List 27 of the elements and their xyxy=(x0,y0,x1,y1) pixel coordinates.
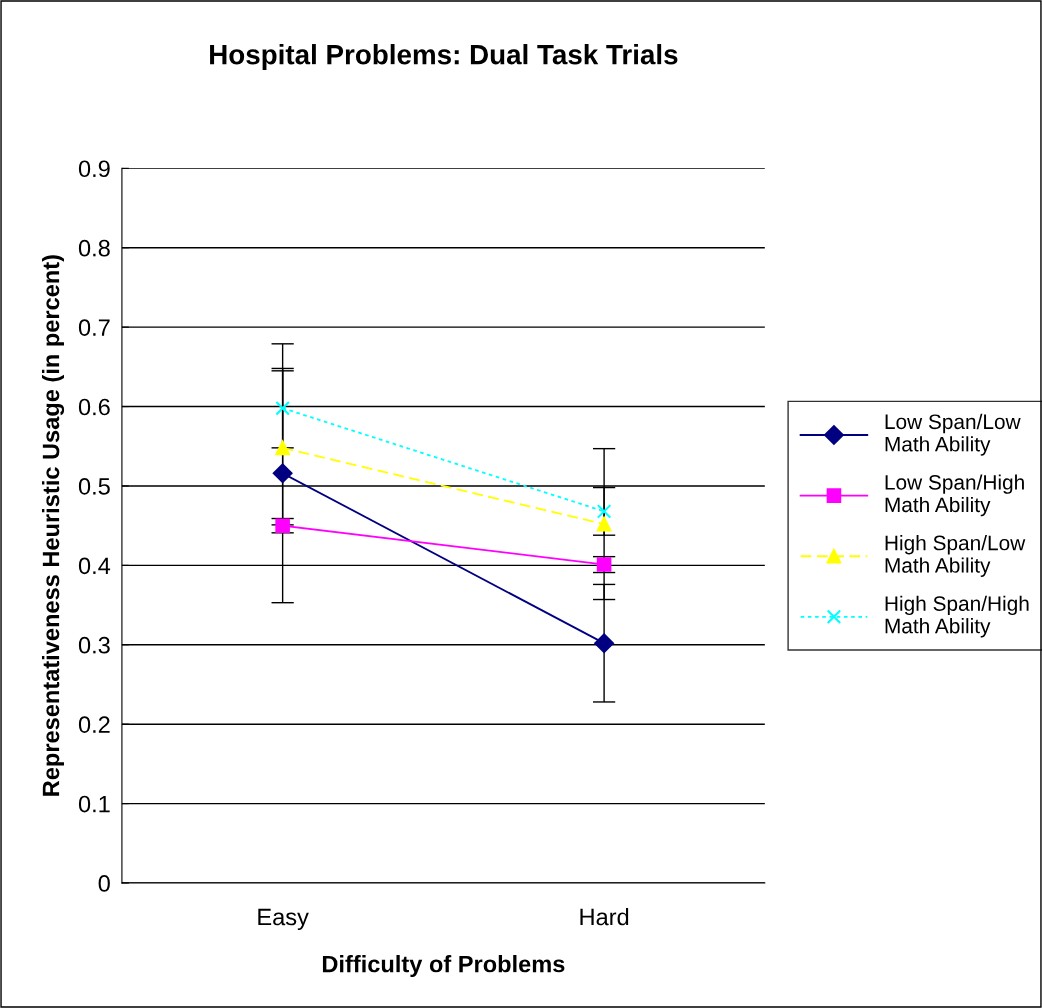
y-axis-title: Representativeness Heuristic Usage (in percent) xyxy=(41,255,65,796)
chart-title: Hospital Problems: Dual Task Trials xyxy=(210,44,678,70)
y-tick-label: 0.8 xyxy=(78,239,110,257)
y-tick-label: 0.2 xyxy=(78,716,110,733)
legend-label: High Span/Low Math Ability xyxy=(885,535,1026,577)
x-axis-title: Difficulty of Problems xyxy=(322,955,565,978)
legend-label: Low Span/Low Math Ability xyxy=(885,413,1021,456)
point xyxy=(275,400,290,416)
y-tick-label: 0.7 xyxy=(78,319,110,336)
x-tick-label: Hard xyxy=(580,908,629,926)
point xyxy=(596,557,612,572)
y-tick-label: 0.4 xyxy=(78,557,111,575)
point xyxy=(594,633,614,654)
legend-label: Low Span/High Math Ability xyxy=(885,474,1024,517)
point xyxy=(596,516,612,532)
y-tick-label: 0.6 xyxy=(78,398,110,416)
point xyxy=(596,504,612,519)
y-tick-label: 0.1 xyxy=(78,795,110,813)
point xyxy=(275,440,290,456)
point xyxy=(275,518,290,533)
x-tick-label: Easy xyxy=(258,908,309,931)
y-tick-label: 0.9 xyxy=(78,160,110,178)
y-tick-label: 0.5 xyxy=(78,478,110,495)
point xyxy=(272,463,293,484)
legend-label: High Span/High Math Ability xyxy=(885,595,1029,638)
y-tick-label: 0.3 xyxy=(78,636,110,654)
y-tick-label: 0 xyxy=(98,875,110,892)
